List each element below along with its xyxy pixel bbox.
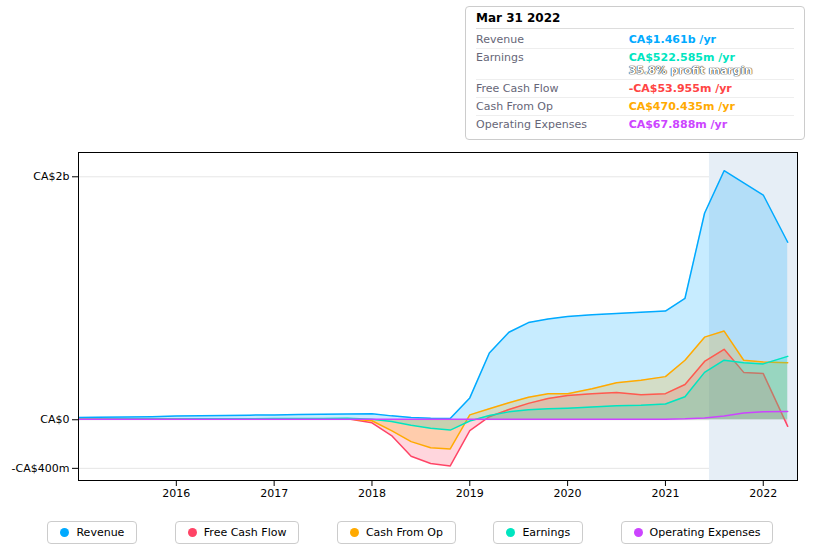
svg-text:2022: 2022: [749, 487, 777, 500]
html-text:Operating Expenses: Operating Expenses: [476, 118, 587, 131]
html-text:Revenue: Revenue: [76, 525, 125, 539]
html-text:Mar 31 2022: Mar 31 2022: [476, 11, 561, 25]
html-text:Free Cash Flow: Free Cash Flow: [476, 82, 559, 95]
svg-text:2019: 2019: [456, 487, 484, 500]
html-text:Revenue: Revenue: [476, 33, 524, 46]
html-text:Earnings: Earnings: [476, 51, 524, 64]
svg-text:-CA$400m: -CA$400m: [12, 462, 70, 475]
html-text:-CA$53.955m /yr: -CA$53.955m /yr: [628, 82, 732, 95]
svg-text:CA$0: CA$0: [40, 413, 69, 426]
svg-text:2016: 2016: [162, 487, 190, 500]
svg-text:CA$2b: CA$2b: [33, 170, 69, 183]
html-text:Cash From Op: Cash From Op: [476, 100, 553, 113]
html-text:CA$470.435m /yr: CA$470.435m /yr: [628, 100, 735, 113]
html-text:CA$522.585m /yr: CA$522.585m /yr: [628, 51, 735, 64]
html-text:CA$1.461b /yr: CA$1.461b /yr: [628, 33, 716, 46]
html-text:Cash From Op: Cash From Op: [365, 525, 443, 539]
html-text:Free Cash Flow: Free Cash Flow: [203, 525, 287, 539]
html-text:Operating Expenses: Operating Expenses: [649, 525, 761, 539]
html-text:CA$67.888m /yr: CA$67.888m /yr: [628, 118, 728, 131]
svg-text:2020: 2020: [554, 487, 582, 500]
svg-text:2018: 2018: [358, 487, 386, 500]
html-text:Earnings: Earnings: [522, 525, 571, 539]
svg-text:2021: 2021: [651, 487, 679, 500]
svg-text:2017: 2017: [260, 487, 288, 500]
html-text:35.8% profit margin: 35.8% profit margin: [628, 64, 753, 77]
